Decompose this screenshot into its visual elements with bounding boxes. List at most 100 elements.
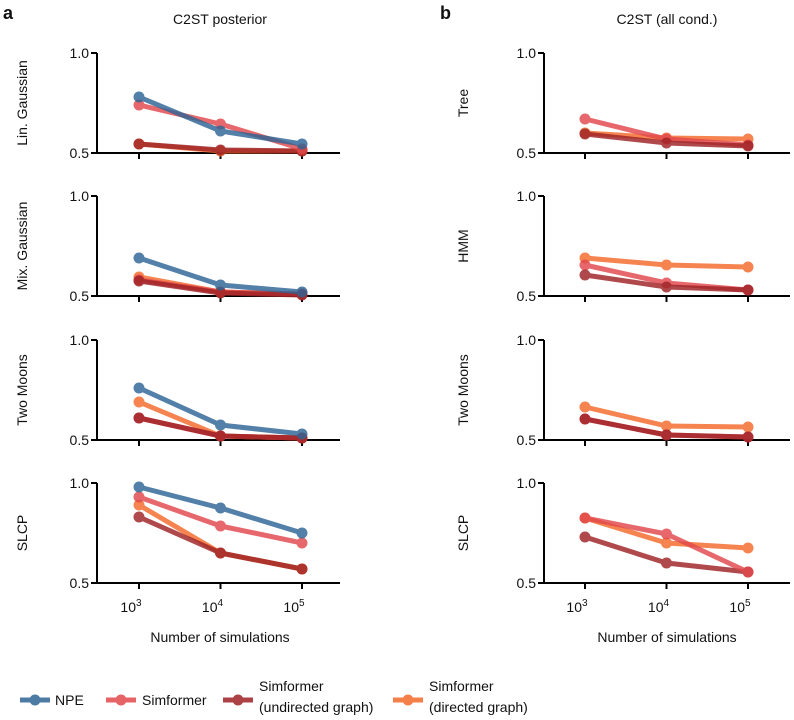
data-point [579, 413, 591, 425]
data-point [579, 531, 591, 543]
panel-letter: b [440, 3, 451, 23]
x-tick-label: 105 [729, 598, 751, 615]
data-point [579, 128, 591, 140]
y-axis-label: HMM [455, 229, 471, 262]
series-npe [133, 91, 308, 150]
data-point [661, 281, 672, 293]
data-point [742, 140, 754, 152]
y-tick-label: 1.0 [70, 45, 90, 61]
x-tick-base: 10 [120, 599, 136, 615]
x-tick-base: 10 [283, 599, 299, 615]
legend-item [20, 694, 50, 706]
subplot-two-moons: 0.5 1.0 Two Moons [455, 332, 790, 448]
data-point [742, 566, 754, 578]
subplot-two-moons: 0.5 1.0 Two Moons [14, 332, 340, 448]
series-npe [133, 382, 308, 440]
x-tick-exponent: 3 [582, 598, 588, 609]
x-tick-label: 104 [648, 598, 670, 615]
y-tick-label: 0.5 [70, 288, 90, 304]
legend-marker [29, 694, 41, 706]
y-tick-label: 1.0 [517, 188, 537, 204]
legend-label: Simformer [142, 692, 207, 708]
series-simformer-undirected-graph [579, 413, 754, 443]
data-point [579, 269, 591, 281]
data-point [215, 279, 226, 291]
data-point [661, 557, 672, 569]
y-tick-label: 0.5 [70, 575, 90, 591]
x-tick-base: 10 [202, 599, 218, 615]
x-tick-label: 103 [566, 598, 588, 615]
data-point [215, 419, 226, 431]
x-tick-exponent: 4 [664, 598, 670, 609]
data-point [579, 113, 591, 125]
y-tick-label: 1.0 [517, 45, 537, 61]
series-simformer [579, 512, 754, 578]
x-tick-base: 10 [648, 599, 664, 615]
column-title: C2ST posterior [173, 11, 267, 27]
data-point [661, 528, 672, 540]
y-axis-label: Two Moons [455, 354, 471, 426]
y-axis-label: Mix. Gaussian [14, 202, 30, 291]
y-axis-label: SLCP [455, 515, 471, 552]
subplot-mix-gaussian: 0.5 1.0 Mix. Gaussian [14, 188, 340, 304]
data-point [133, 275, 145, 287]
legend-marker [232, 694, 244, 706]
subplot-lin-gaussian: 0.5 1.0 Lin. Gaussian [14, 45, 340, 161]
data-point [215, 520, 226, 532]
series-simformer-undirected-graph [133, 412, 308, 444]
data-point [296, 286, 308, 298]
y-tick-label: 0.5 [517, 145, 537, 161]
legend-item [106, 694, 136, 706]
data-point [661, 420, 672, 432]
data-point [215, 144, 226, 156]
data-point [742, 421, 754, 433]
x-axis-label: Number of simulations [150, 629, 289, 645]
data-point [661, 537, 672, 549]
panel-letter: a [3, 3, 14, 23]
data-point [133, 99, 145, 111]
legend-label: NPE [55, 692, 84, 708]
y-tick-label: 1.0 [70, 188, 90, 204]
x-tick-exponent: 5 [745, 598, 751, 609]
series-simformer-undirected-graph [579, 128, 754, 152]
data-point [742, 284, 754, 296]
x-tick-exponent: 5 [299, 598, 305, 609]
series-simformer [133, 491, 308, 549]
series-simformer-undirected-graph [579, 269, 754, 296]
data-point [296, 527, 308, 539]
data-point [742, 542, 754, 554]
y-axis-label: Lin. Gaussian [14, 60, 30, 146]
data-point [133, 499, 145, 511]
legend-label: (undirected graph) [259, 699, 373, 715]
data-point [133, 396, 145, 408]
x-axis-label: Number of simulations [597, 629, 736, 645]
data-point [215, 502, 226, 514]
legend-item [393, 694, 423, 706]
data-point [579, 512, 591, 524]
data-point [133, 481, 145, 493]
data-point [215, 287, 226, 299]
data-point [579, 401, 591, 413]
x-tick-exponent: 4 [218, 598, 224, 609]
y-tick-label: 1.0 [517, 332, 537, 348]
legend-label: (directed graph) [429, 699, 528, 715]
data-point [133, 91, 145, 103]
data-point [133, 511, 145, 523]
data-point [215, 430, 226, 442]
data-point [296, 563, 308, 575]
subplot-hmm: 0.5 1.0 HMM [455, 188, 790, 304]
y-tick-label: 0.5 [517, 288, 537, 304]
x-tick-exponent: 3 [136, 598, 142, 609]
data-point [133, 491, 145, 503]
y-tick-label: 1.0 [517, 475, 537, 491]
legend-item [223, 694, 253, 706]
x-tick-base: 10 [566, 599, 582, 615]
series-simformer-undirected-graph [579, 531, 754, 578]
y-tick-label: 0.5 [517, 432, 537, 448]
y-tick-label: 1.0 [70, 475, 90, 491]
x-tick-label: 104 [202, 598, 224, 615]
data-point [133, 412, 145, 424]
